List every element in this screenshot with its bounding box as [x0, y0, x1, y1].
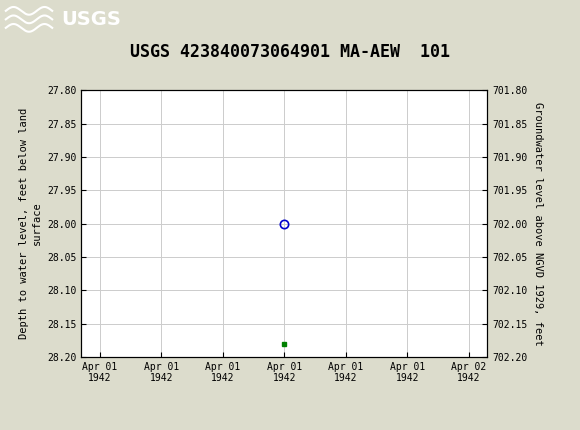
Text: USGS 423840073064901 MA-AEW  101: USGS 423840073064901 MA-AEW 101 [130, 43, 450, 61]
Y-axis label: Groundwater level above NGVD 1929, feet: Groundwater level above NGVD 1929, feet [533, 102, 543, 345]
Y-axis label: Depth to water level, feet below land
surface: Depth to water level, feet below land su… [19, 108, 41, 339]
Text: USGS: USGS [61, 10, 121, 29]
